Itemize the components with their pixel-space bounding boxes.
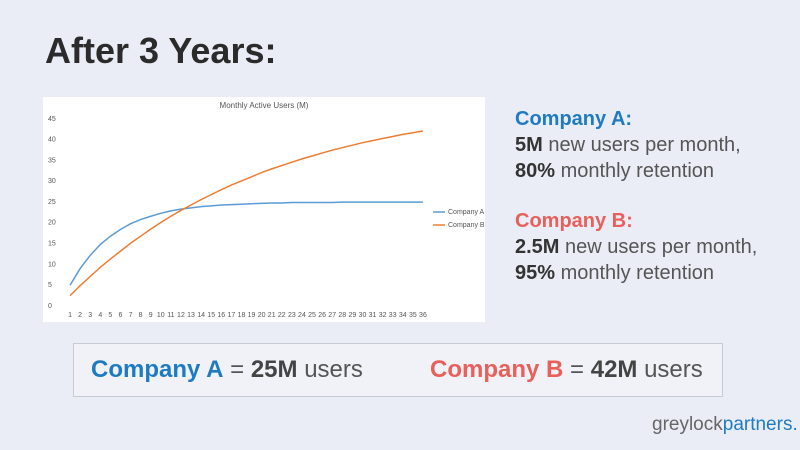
note-text: monthly retention: [560, 262, 715, 284]
y-tick-label: 5: [48, 282, 52, 289]
equals: =: [230, 356, 245, 383]
x-tick-label: 19: [248, 312, 256, 319]
x-tick-label: 12: [177, 312, 185, 319]
figure: 42M: [590, 356, 638, 383]
x-tick-label: 1: [68, 312, 72, 319]
y-tick-label: 30: [48, 178, 56, 185]
x-tick-label: 5: [108, 312, 112, 319]
x-tick-label: 13: [187, 312, 195, 319]
y-tick-label: 35: [48, 157, 56, 164]
legend-label: Company B: [448, 222, 485, 229]
x-tick-label: 6: [119, 312, 123, 319]
x-tick-label: 34: [399, 312, 407, 319]
x-tick-label: 23: [288, 312, 296, 319]
note-heading: Company A:: [515, 108, 633, 130]
y-tick-label: 10: [48, 261, 56, 268]
line: [69, 130, 424, 297]
note-figure: 95%: [515, 262, 556, 284]
x-tick-label: 15: [207, 312, 215, 319]
summary-item: Company B = 42M users: [430, 344, 703, 396]
x-tick-label: 14: [197, 312, 205, 319]
x-tick-label: 9: [149, 312, 153, 319]
x-tick-label: 32: [379, 312, 387, 319]
note-figure: 5M: [515, 134, 543, 156]
x-tick-label: 29: [348, 312, 356, 319]
x-tick-label: 27: [328, 312, 336, 319]
summary-item: Company A = 25M users: [91, 344, 363, 396]
x-tick-label: 28: [338, 312, 346, 319]
y-tick-label: 25: [48, 199, 56, 206]
note-text: new users per month,: [565, 236, 758, 258]
line: [69, 201, 423, 286]
unit: users: [304, 356, 363, 383]
x-tick-label: 36: [419, 312, 427, 319]
note-figure: 80%: [515, 160, 556, 182]
y-tick-label: 45: [48, 116, 56, 123]
x-tick-label: 10: [157, 312, 165, 319]
note: Company A: 5M new users per month, 80% m…: [515, 106, 785, 184]
x-tick-label: 22: [278, 312, 286, 319]
x-tick-label: 31: [369, 312, 377, 319]
x-tick-label: 2: [78, 312, 82, 319]
logo: greylockpartners.: [652, 414, 798, 436]
logo-text: partners.: [722, 414, 798, 435]
x-tick-label: 25: [308, 312, 316, 319]
x-tick-label: 20: [258, 312, 266, 319]
company: Company A: [91, 356, 224, 383]
x-tick-label: 21: [268, 312, 276, 319]
x-tick-label: 18: [238, 312, 246, 319]
unit: users: [644, 356, 703, 383]
slide-title: After 3 Years:: [45, 30, 277, 71]
logo-text: greylock: [652, 414, 723, 435]
summary-box: Company A = 25M users Company B = 42M us…: [73, 343, 723, 397]
legend-label: Company A: [448, 209, 485, 216]
note-figure: 2.5M: [515, 236, 560, 258]
x-tick-label: 26: [318, 312, 326, 319]
y-tick-label: 20: [48, 220, 56, 227]
chart: Monthly Active Users (M) 051015202530354…: [43, 97, 485, 322]
note-text: new users per month,: [548, 134, 741, 156]
equals: =: [570, 356, 585, 383]
x-tick-label: 30: [359, 312, 367, 319]
note-text: monthly retention: [560, 160, 715, 182]
y-tick-label: 0: [48, 303, 52, 310]
x-tick-label: 17: [227, 312, 235, 319]
figure: 25M: [250, 356, 298, 383]
x-tick-label: 33: [389, 312, 397, 319]
x-tick-label: 16: [217, 312, 225, 319]
company: Company B: [430, 356, 564, 383]
note: Company B: 2.5M new users per month, 95%…: [515, 208, 785, 286]
x-tick-label: 7: [129, 312, 133, 319]
x-tick-label: 3: [88, 312, 92, 319]
y-tick-label: 40: [48, 137, 56, 144]
x-tick-label: 11: [167, 312, 174, 319]
y-tick-label: 15: [48, 241, 56, 248]
x-tick-label: 35: [409, 312, 417, 319]
x-tick-label: 8: [139, 312, 143, 319]
chart-title: Monthly Active Users (M): [220, 101, 309, 110]
x-tick-label: 24: [298, 312, 306, 319]
x-tick-label: 4: [98, 312, 102, 319]
note-heading: Company B:: [515, 210, 633, 232]
